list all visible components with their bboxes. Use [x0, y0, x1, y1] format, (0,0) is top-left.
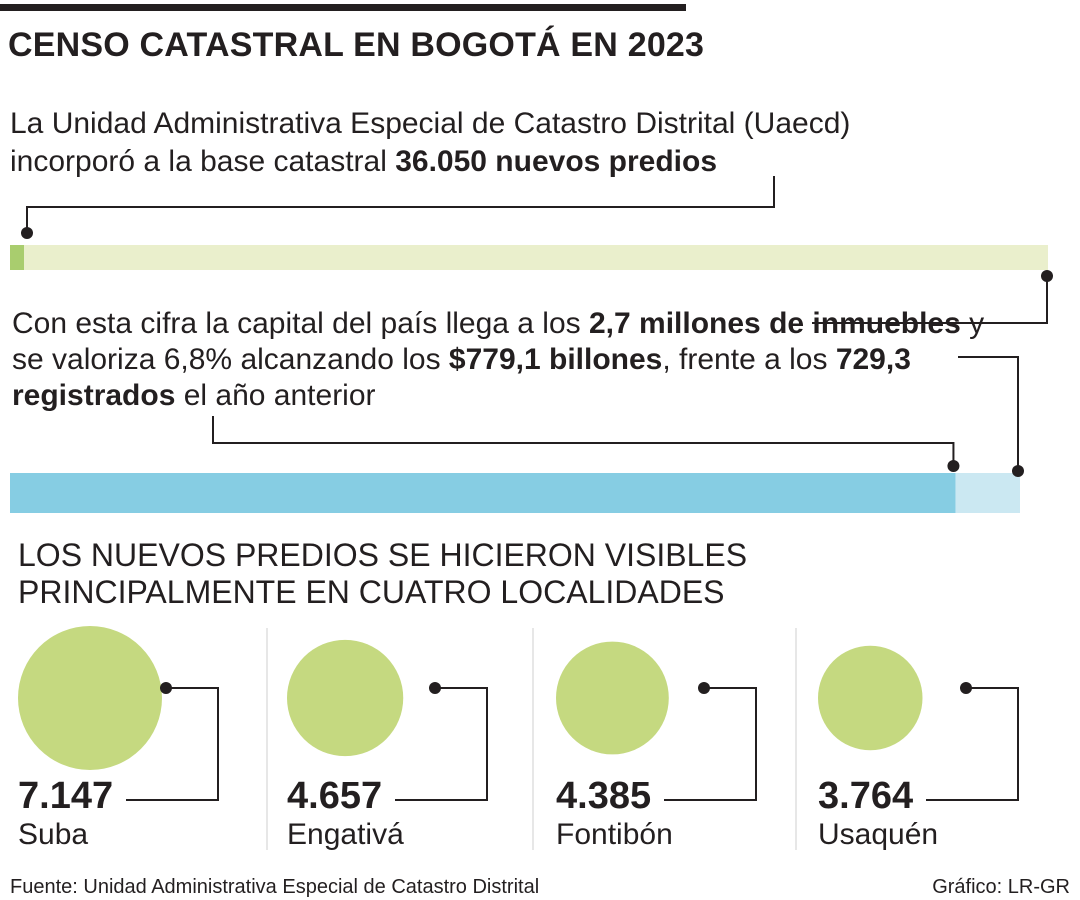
valor-anterior-bar [10, 473, 955, 513]
bubble-usaquén [818, 646, 923, 751]
valor-2023-dot [1012, 465, 1024, 477]
bubble-engativá [287, 640, 403, 756]
source-note: Fuente: Unidad Administrativa Especial d… [10, 876, 539, 899]
nuevos-predios-leader [27, 176, 774, 233]
bubble-leader-2 [395, 688, 487, 800]
valor-anterior-dot [947, 460, 959, 472]
inmuebles-dot [1041, 270, 1053, 282]
locality-name: Suba [18, 818, 88, 852]
total-inmuebles-bar [10, 245, 1048, 270]
valor-anterior-leader [213, 416, 953, 466]
valor-2023-leader [958, 357, 1018, 471]
locality-count: 4.657 [287, 775, 382, 818]
locality-name: Engativá [287, 818, 404, 852]
locality-count: 3.764 [818, 775, 913, 818]
bubble-suba [18, 626, 162, 770]
graphic-credit: Gráfico: LR-GR [932, 876, 1070, 899]
locality-count: 4.385 [556, 775, 651, 818]
locality-name: Fontibón [556, 818, 673, 852]
inmuebles-leader [812, 276, 1047, 323]
bubble-leader-3 [664, 688, 756, 800]
nuevos-predios-dot [21, 227, 33, 239]
locality-name: Usaquén [818, 818, 938, 852]
bubble-leader-4 [926, 688, 1018, 800]
bubble-fontibón [556, 642, 669, 755]
locality-count: 7.147 [18, 775, 113, 818]
nuevos-predios-bar [10, 245, 24, 270]
